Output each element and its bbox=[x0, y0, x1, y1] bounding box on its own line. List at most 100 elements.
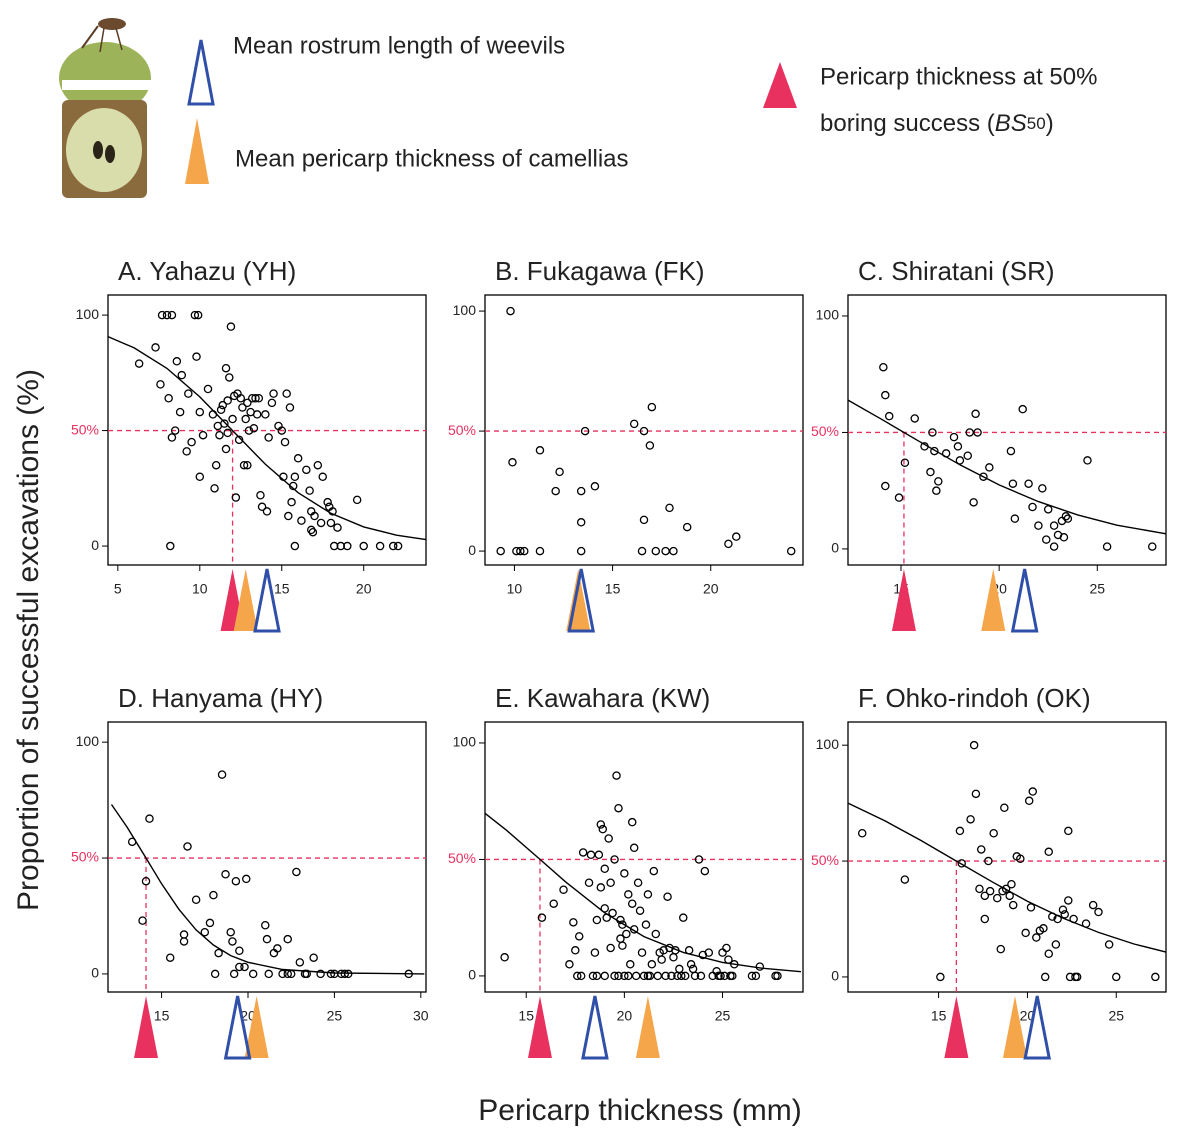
x-tick-label: 20 bbox=[356, 581, 372, 597]
fit-curve bbox=[847, 399, 1167, 535]
plot-frame bbox=[484, 721, 804, 993]
data-point bbox=[647, 402, 657, 412]
data-point bbox=[239, 460, 249, 470]
data-point bbox=[238, 403, 247, 412]
data-point bbox=[677, 971, 686, 981]
data-point bbox=[574, 932, 584, 941]
legend-label: Mean rostrum length of weevils bbox=[233, 32, 565, 59]
data-point bbox=[588, 971, 598, 981]
data-point bbox=[576, 518, 586, 527]
y-tick-label: 50% bbox=[811, 423, 839, 439]
data-point bbox=[992, 893, 1002, 903]
data-point bbox=[388, 541, 398, 551]
data-point bbox=[881, 390, 890, 400]
data-point bbox=[635, 906, 645, 915]
data-point bbox=[195, 407, 205, 417]
data-point bbox=[936, 972, 945, 982]
rostrum-marker bbox=[581, 995, 609, 1060]
y-tick-label: 100 bbox=[453, 734, 477, 750]
data-point bbox=[313, 460, 323, 470]
data-point bbox=[254, 393, 264, 403]
data-point bbox=[244, 426, 254, 435]
data-point bbox=[1034, 521, 1043, 530]
pericarp-marker bbox=[1002, 996, 1027, 1058]
data-point bbox=[1008, 479, 1018, 488]
data-point bbox=[722, 943, 731, 953]
data-point bbox=[596, 883, 606, 892]
data-point bbox=[586, 850, 596, 860]
data-point bbox=[203, 384, 213, 394]
y-tick-label: 100 bbox=[453, 302, 477, 318]
data-point bbox=[720, 971, 729, 981]
data-point bbox=[267, 398, 277, 408]
rostrum-marker bbox=[1023, 995, 1052, 1060]
data-point bbox=[500, 953, 509, 962]
data-point bbox=[653, 971, 662, 981]
data-point bbox=[138, 916, 147, 925]
x-tick-label: 25 bbox=[715, 1008, 731, 1024]
data-point bbox=[184, 389, 193, 398]
pericarp-marker bbox=[244, 996, 269, 1058]
data-point bbox=[223, 396, 232, 405]
data-point bbox=[637, 546, 647, 556]
data-point bbox=[602, 913, 611, 922]
data-point bbox=[980, 914, 990, 924]
data-point bbox=[506, 306, 515, 316]
data-point bbox=[283, 934, 292, 944]
data-point bbox=[1061, 512, 1071, 521]
data-point bbox=[1006, 446, 1016, 456]
data-point bbox=[288, 481, 298, 491]
data-point bbox=[1042, 535, 1051, 544]
data-point bbox=[643, 890, 653, 899]
data-point bbox=[231, 876, 241, 886]
data-point bbox=[151, 343, 160, 352]
data-point bbox=[287, 497, 296, 507]
data-point bbox=[955, 826, 965, 836]
data-point bbox=[966, 815, 975, 824]
legend-symbol bbox=[185, 118, 209, 184]
data-point bbox=[316, 518, 326, 528]
data-point bbox=[857, 828, 867, 838]
data-point bbox=[307, 525, 316, 535]
data-point bbox=[183, 842, 192, 851]
data-point bbox=[280, 437, 290, 447]
data-point bbox=[669, 953, 678, 962]
y-tick-label: 0 bbox=[468, 967, 476, 983]
data-point bbox=[1028, 502, 1037, 512]
data-point bbox=[694, 855, 704, 864]
bs50-marker bbox=[134, 996, 159, 1058]
y-tick-label: 50% bbox=[71, 849, 99, 865]
data-point bbox=[1053, 914, 1062, 924]
data-point bbox=[537, 913, 547, 922]
data-point bbox=[651, 929, 661, 939]
data-point bbox=[1081, 919, 1091, 928]
weevil-photo bbox=[59, 12, 152, 114]
data-point bbox=[989, 828, 998, 838]
data-point bbox=[234, 435, 244, 445]
data-point bbox=[210, 484, 219, 493]
data-point bbox=[643, 971, 653, 981]
data-point bbox=[1064, 896, 1073, 905]
data-point bbox=[973, 428, 982, 437]
data-point bbox=[651, 546, 661, 556]
data-point bbox=[639, 426, 649, 436]
data-point bbox=[290, 472, 300, 482]
data-point bbox=[590, 482, 600, 491]
data-point bbox=[225, 373, 234, 382]
data-point bbox=[164, 393, 173, 403]
data-point bbox=[584, 878, 594, 887]
data-point bbox=[165, 953, 175, 962]
data-point bbox=[278, 969, 287, 979]
data-point bbox=[221, 444, 231, 454]
data-point bbox=[352, 495, 362, 505]
data-point bbox=[1072, 972, 1082, 982]
data-point bbox=[669, 546, 678, 556]
data-point bbox=[216, 405, 226, 415]
data-point bbox=[293, 454, 303, 463]
x-axis-title: Pericarp thickness (mm) bbox=[478, 1094, 801, 1127]
data-point bbox=[166, 541, 175, 551]
data-point bbox=[690, 971, 700, 981]
data-point bbox=[157, 310, 167, 320]
data-point bbox=[900, 875, 910, 884]
data-point bbox=[192, 352, 201, 361]
